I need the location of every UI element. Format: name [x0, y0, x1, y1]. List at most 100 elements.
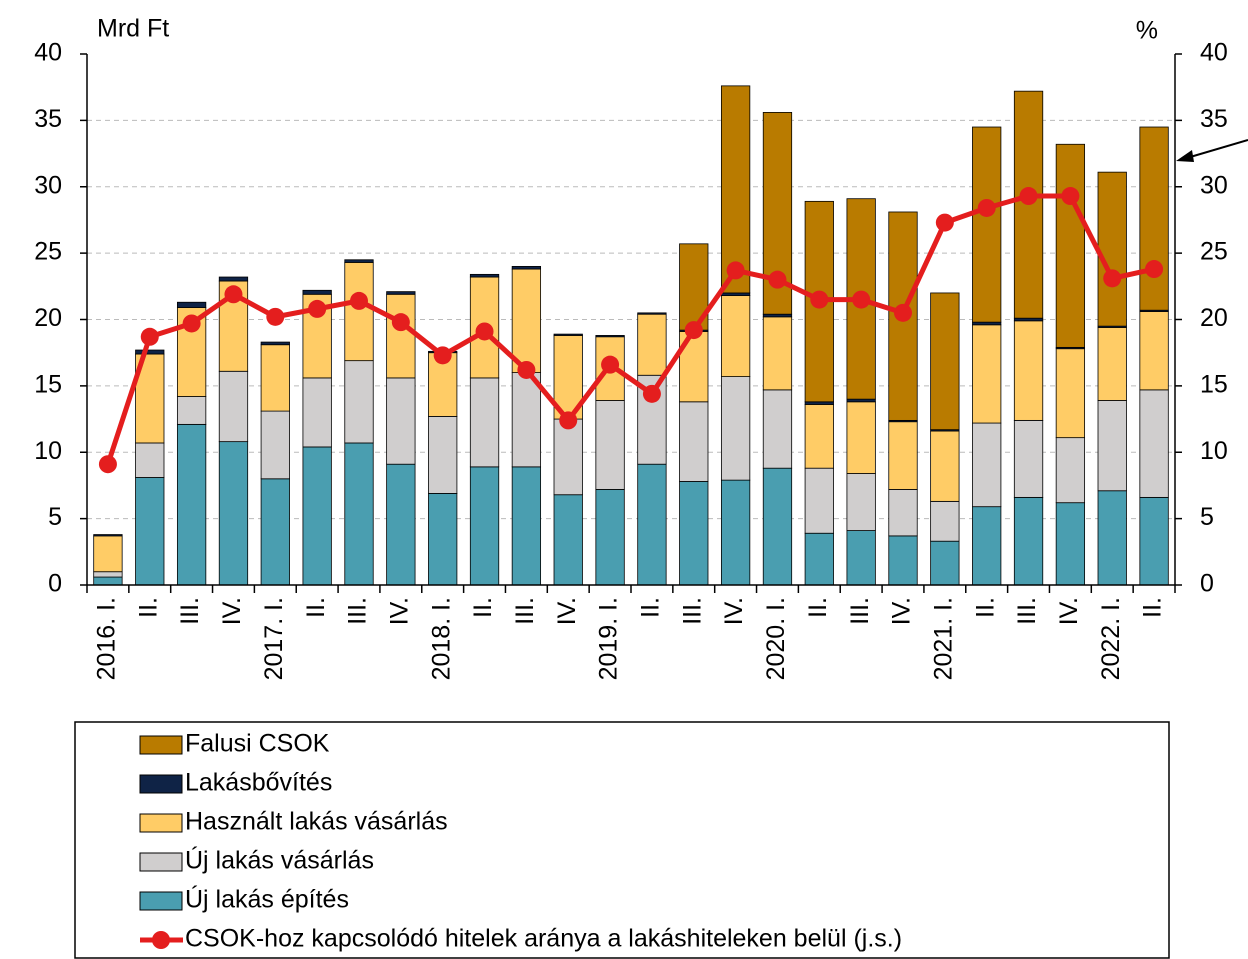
bar-segment: [1097, 327, 1127, 401]
bar-segment: [1139, 311, 1169, 391]
bar-segment: [637, 463, 667, 586]
line-marker: [475, 322, 494, 341]
bar-segment: [804, 404, 834, 469]
bar-segment: [1139, 126, 1169, 311]
line-marker: [894, 303, 912, 322]
y-tick-label: 10: [34, 437, 62, 465]
bar-segment: [469, 466, 500, 586]
legend-box: [74, 721, 1170, 959]
bar-segment: [720, 479, 751, 586]
line-marker: [810, 290, 829, 309]
x-tick-label: III.: [1013, 597, 1041, 625]
bar-segment: [218, 370, 249, 443]
bar-segment: [302, 377, 332, 448]
bar-segment: [93, 534, 123, 537]
y2-tick-label: 40: [1200, 39, 1228, 67]
y2-axis-label: %: [1136, 17, 1158, 45]
line-marker: [140, 327, 159, 346]
y2-tick-label: 20: [1200, 304, 1228, 332]
x-tick-label: III.: [678, 597, 706, 625]
bar-segment: [888, 489, 918, 537]
bar-segment: [302, 289, 332, 295]
line-marker: [391, 313, 410, 332]
y-tick-label: 15: [34, 370, 62, 398]
bar-segment: [260, 410, 290, 480]
x-tick-label: III.: [344, 597, 372, 625]
legend-label: Új lakás építés: [185, 885, 349, 914]
bar-segment: [1097, 400, 1127, 492]
bar-segment: [1013, 496, 1044, 586]
bar-segment: [93, 571, 123, 578]
bar-segment: [218, 441, 249, 586]
x-tick-label: IV.: [1055, 597, 1083, 625]
bar-segment: [637, 313, 667, 376]
bar-segment: [553, 333, 583, 336]
y2-tick-label: 10: [1200, 437, 1228, 465]
bar-segment: [595, 335, 625, 338]
bar-segment: [260, 341, 290, 346]
bar-segment: [135, 349, 165, 355]
bar-segment: [720, 85, 751, 294]
x-tick-label: 2016. I.: [93, 597, 121, 680]
bar-segment: [93, 576, 123, 586]
bar-segment: [1055, 502, 1086, 586]
line-marker: [852, 290, 871, 309]
bar-segment: [511, 372, 542, 468]
bar-segment: [511, 466, 542, 586]
legend-label: CSOK-hoz kapcsolódó hitelek aránya a lak…: [185, 925, 902, 953]
x-tick-label: II.: [469, 597, 497, 618]
legend-marker: [152, 931, 170, 949]
x-tick-label: 2021. I.: [929, 597, 957, 680]
line-marker: [266, 307, 285, 326]
line-marker: [224, 285, 243, 304]
y-axis-label: Mrd Ft: [97, 15, 169, 43]
x-tick-label: II.: [804, 597, 832, 618]
x-tick-label: IV.: [218, 597, 246, 625]
bar-segment: [386, 293, 416, 379]
bar-segment: [344, 259, 374, 263]
x-tick-label: 2022. I.: [1097, 597, 1125, 680]
bar-segment: [1097, 490, 1127, 586]
bar-segment: [637, 312, 667, 315]
bar-segment: [930, 430, 960, 502]
bar-segment: [176, 301, 207, 308]
line-marker: [1145, 260, 1164, 279]
legend-swatch: [139, 852, 183, 872]
x-tick-label: IV.: [553, 597, 581, 625]
bar-segment: [762, 467, 793, 586]
line-marker: [433, 346, 452, 365]
bar-segment: [595, 400, 625, 490]
bar-segment: [1055, 143, 1086, 348]
bar-segment: [1055, 348, 1086, 439]
bar-segment: [972, 324, 1002, 424]
line-marker: [977, 198, 996, 217]
legend-label: Lakásbővítés: [185, 769, 332, 797]
bar-segment: [428, 493, 458, 586]
legend-label: Új lakás vásárlás: [185, 846, 374, 875]
line-marker: [642, 384, 661, 403]
x-tick-label: II.: [971, 597, 999, 618]
y2-tick-label: 5: [1200, 503, 1214, 531]
x-tick-label: 2019. I.: [595, 597, 623, 680]
line-marker: [559, 411, 578, 430]
bar-segment: [93, 535, 123, 573]
bar-segment: [469, 273, 500, 278]
bar-segment: [679, 481, 709, 586]
bar-segment: [386, 463, 416, 586]
legend-swatch: [139, 774, 183, 794]
legend-swatch: [139, 891, 183, 911]
x-tick-label: IV.: [385, 597, 413, 625]
bar-segment: [386, 377, 416, 465]
x-tick-label: II.: [302, 597, 330, 618]
bar-segment: [972, 506, 1002, 586]
x-tick-label: III.: [846, 597, 874, 625]
bar-segment: [344, 360, 374, 444]
x-tick-label: II.: [134, 597, 162, 618]
x-tick-label: 2017. I.: [260, 597, 288, 680]
line-marker: [726, 261, 745, 280]
x-tick-label: III.: [176, 597, 204, 625]
bar-segment: [344, 262, 374, 362]
y-tick-label: 5: [48, 503, 62, 531]
line-marker: [601, 355, 620, 374]
